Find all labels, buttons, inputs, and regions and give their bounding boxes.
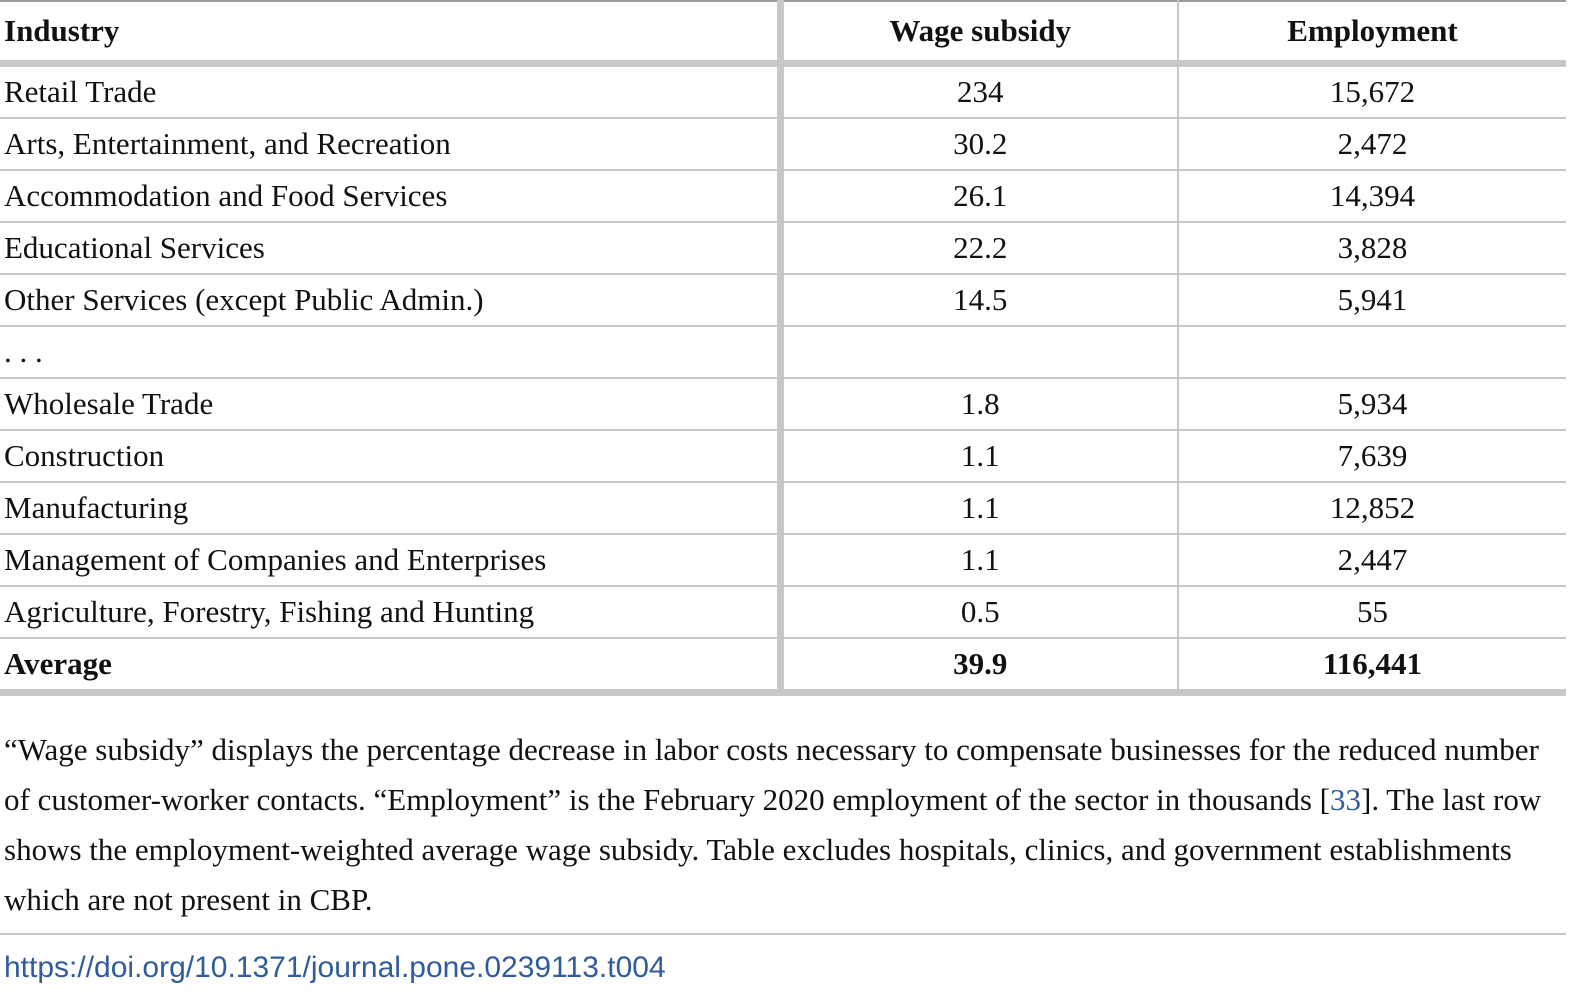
divider <box>0 933 1566 935</box>
footnote-text-start: “Wage subsidy” displays the percentage d… <box>4 732 1539 817</box>
table-row: Wholesale Trade 1.8 5,934 <box>0 378 1566 431</box>
header-row: Industry Wage subsidy Employment <box>0 0 1566 67</box>
cell-wage-subsidy: 0.5 <box>780 586 1179 639</box>
table-row: Agriculture, Forestry, Fishing and Hunti… <box>0 586 1566 639</box>
data-table: Industry Wage subsidy Employment Retail … <box>0 0 1566 696</box>
table-row: Other Services (except Public Admin.) 14.… <box>0 274 1566 327</box>
doi-link[interactable]: https://doi.org/10.1371/journal.pone.023… <box>4 951 666 984</box>
cell-employment: 14,394 <box>1178 170 1566 223</box>
cell-employment: 2,447 <box>1178 534 1566 587</box>
table-row: Educational Services 22.2 3,828 <box>0 222 1566 275</box>
cell-industry: Average <box>0 638 784 696</box>
cell-industry: Management of Companies and Enterprises <box>0 534 784 587</box>
table-footnote: “Wage subsidy” displays the percentage d… <box>4 725 1544 925</box>
cell-wage-subsidy: 22.2 <box>780 222 1179 275</box>
cell-industry: Manufacturing <box>0 482 784 535</box>
cell-employment: 12,852 <box>1178 482 1566 535</box>
table-row: Manufacturing 1.1 12,852 <box>0 482 1566 535</box>
cell-industry: Educational Services <box>0 222 784 275</box>
cell-wage-subsidy <box>780 326 1179 379</box>
cell-industry: Retail Trade <box>0 63 784 119</box>
table-row: Construction 1.1 7,639 <box>0 430 1566 483</box>
header-wage-subsidy: Wage subsidy <box>780 0 1179 67</box>
cell-employment: 7,639 <box>1178 430 1566 483</box>
cell-employment: 2,472 <box>1178 118 1566 171</box>
cell-wage-subsidy: 30.2 <box>780 118 1179 171</box>
cell-wage-subsidy: 1.1 <box>780 534 1179 587</box>
cell-wage-subsidy: 39.9 <box>780 638 1179 696</box>
cell-employment: 5,941 <box>1178 274 1566 327</box>
table-row: Management of Companies and Enterprises 1… <box>0 534 1566 587</box>
cell-employment: 55 <box>1178 586 1566 639</box>
table-row: Accommodation and Food Services 26.1 14,39… <box>0 170 1566 223</box>
cell-employment: 3,828 <box>1178 222 1566 275</box>
cell-industry: Construction <box>0 430 784 483</box>
table-row: Retail Trade 234 15,672 <box>0 63 1566 119</box>
cell-wage-subsidy: 14.5 <box>780 274 1179 327</box>
header-employment: Employment <box>1178 0 1566 67</box>
cell-wage-subsidy: 1.8 <box>780 378 1179 431</box>
cell-employment <box>1178 326 1566 379</box>
cell-wage-subsidy: 234 <box>780 63 1179 119</box>
cell-industry: Accommodation and Food Services <box>0 170 784 223</box>
cell-industry: Arts, Entertainment, and Recreation <box>0 118 784 171</box>
average-row: Average 39.9 116,441 <box>0 638 1566 696</box>
cell-wage-subsidy: 1.1 <box>780 430 1179 483</box>
cell-industry: Wholesale Trade <box>0 378 784 431</box>
cell-wage-subsidy: 26.1 <box>780 170 1179 223</box>
table-row: . . . <box>0 326 1566 379</box>
table-row: Arts, Entertainment, and Recreation 30.2 2… <box>0 118 1566 171</box>
footnote-text-end: ]. The last row shows the employment-wei… <box>4 782 1542 917</box>
cell-industry: Agriculture, Forestry, Fishing and Hunti… <box>0 586 784 639</box>
cell-wage-subsidy: 1.1 <box>780 482 1179 535</box>
cell-industry: Other Services (except Public Admin.) <box>0 274 784 327</box>
table-body: Retail Trade 234 15,672 Arts, Entertainment… <box>0 63 1566 696</box>
reference-link[interactable]: 33 <box>1330 782 1362 817</box>
header-industry: Industry <box>0 0 784 67</box>
cell-employment: 5,934 <box>1178 378 1566 431</box>
cell-employment: 116,441 <box>1178 638 1566 696</box>
cell-employment: 15,672 <box>1178 63 1566 119</box>
cell-industry: . . . <box>0 326 784 379</box>
